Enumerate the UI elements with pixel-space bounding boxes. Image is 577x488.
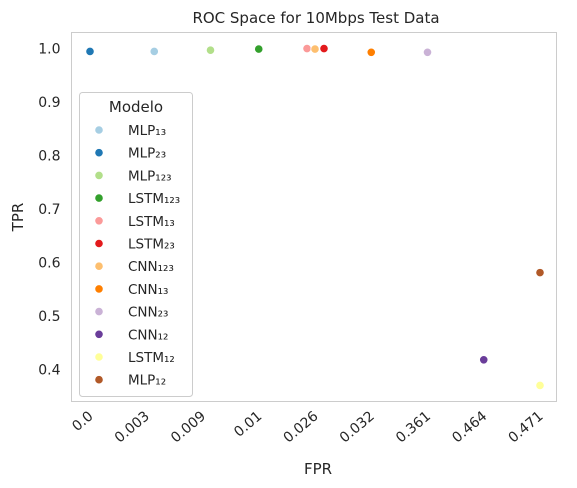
y-tick-label: 0.9 — [38, 95, 60, 111]
data-point — [535, 380, 545, 391]
legend-title: Modelo — [109, 98, 163, 116]
legend-marker — [94, 329, 104, 339]
data-point — [205, 45, 216, 55]
x-tick-label: 0.01 — [231, 408, 265, 440]
legend-label: LSTM₂₃ — [128, 237, 175, 253]
data-point — [366, 47, 376, 57]
data-point — [149, 46, 159, 57]
legend-marker — [94, 375, 104, 385]
legend-marker — [94, 125, 104, 135]
x-tick-label: 0.003 — [112, 408, 153, 446]
x-axis: 0.0 0.003 0.009 0.01 0.026 0.032 0.361 0.464 0.4… — [69, 408, 546, 446]
legend-label: CNN₂₃ — [128, 305, 168, 321]
legend-marker — [94, 193, 104, 203]
y-tick-label: 0.6 — [38, 255, 60, 271]
legend-label: LSTM₁₃ — [128, 214, 175, 230]
x-tick-label: 0.009 — [168, 408, 209, 446]
legend-box — [79, 92, 193, 397]
data-point — [85, 46, 95, 57]
data-point — [302, 43, 312, 54]
data-point — [422, 47, 433, 57]
data-point — [319, 43, 329, 54]
legend-label: CNN₁₂₃ — [128, 259, 174, 275]
x-tick-label: 0.464 — [449, 408, 490, 446]
x-axis-title: FPR — [304, 460, 332, 478]
legend-label: CNN₁₃ — [128, 282, 168, 298]
legend-label: MLP₁₂ — [128, 373, 166, 389]
chart-title: ROC Space for 10Mbps Test Data — [192, 9, 439, 27]
legend-marker — [94, 352, 104, 362]
y-axis-title: TPR — [9, 203, 27, 233]
y-tick-label: 0.7 — [38, 202, 60, 218]
x-tick-label: 0.471 — [506, 408, 547, 446]
data-point — [310, 44, 320, 54]
legend-marker — [94, 216, 104, 226]
y-tick-label: 0.8 — [38, 149, 60, 165]
legend-marker — [94, 284, 104, 294]
y-tick-label: 0.4 — [38, 362, 60, 378]
data-points — [85, 43, 545, 391]
legend-label: MLP₁₂₃ — [128, 168, 172, 184]
y-axis: 0.4 0.5 0.6 0.7 0.8 0.9 1.0 — [38, 42, 60, 379]
legend-marker — [94, 261, 104, 271]
x-tick-label: 0.032 — [337, 408, 378, 446]
legend-marker — [94, 306, 104, 317]
y-tick-label: 1.0 — [38, 42, 60, 58]
x-tick-label: 0.0 — [69, 408, 96, 435]
legend-label: LSTM₁₂ — [128, 350, 175, 366]
legend-marker — [94, 170, 104, 180]
legend: Modelo MLP₁₃ MLP₂₃ MLP₁₂₃ LSTM₁₂₃ LSTM₁₃ LSTM… — [79, 92, 193, 397]
legend-label: MLP₁₃ — [128, 123, 166, 139]
x-tick-label: 0.026 — [281, 408, 322, 446]
data-point — [535, 268, 545, 278]
x-tick-label: 0.361 — [393, 408, 434, 446]
data-point — [254, 44, 264, 54]
legend-label: MLP₂₃ — [128, 146, 166, 162]
legend-label: CNN₁₂ — [128, 327, 168, 343]
data-point — [479, 355, 489, 365]
legend-marker — [94, 238, 104, 249]
y-tick-label: 0.5 — [38, 309, 60, 325]
legend-marker — [94, 148, 104, 158]
legend-label: LSTM₁₂₃ — [128, 191, 180, 207]
